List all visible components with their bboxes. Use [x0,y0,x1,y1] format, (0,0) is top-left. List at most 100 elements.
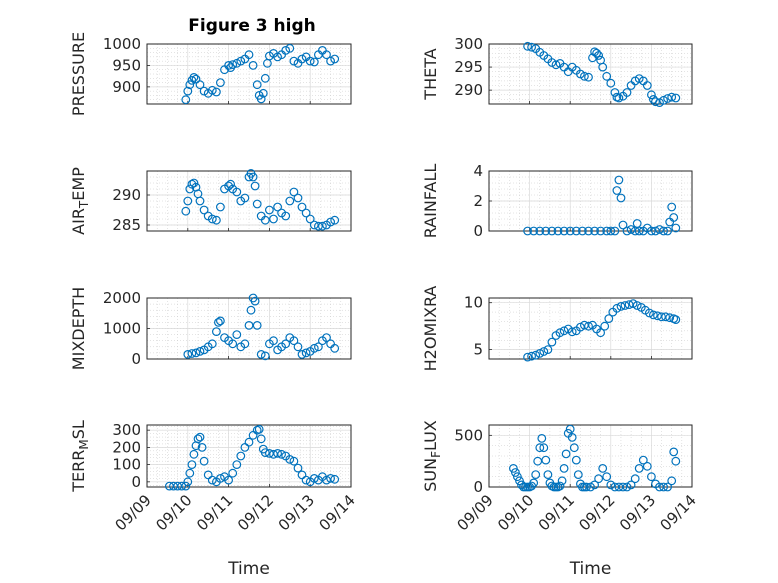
y-axis-label: PRESSURE [69,32,88,116]
chart-mixdepth: 0 1000 2000 MIXDEPTH [69,287,352,370]
data-point [669,213,679,222]
data-point [659,226,668,236]
data-point [191,348,201,358]
data-point [246,305,256,315]
data-point [600,321,610,331]
data-point [582,482,591,492]
data-point [293,342,303,352]
data-point [529,478,539,488]
data-point [305,56,315,66]
chart-terr_msl: 0100200300TERRMSL09/0909/1009/1109/1209/… [69,420,359,579]
data-point [569,443,579,453]
x-tick-label: 09/13 [275,491,318,534]
data-point [244,437,254,447]
data-point [215,202,225,212]
data-point [224,475,234,485]
data-point [181,95,191,105]
data-point [195,196,205,206]
data-point [513,472,522,482]
data-point [571,226,581,236]
data-point [659,482,668,492]
y-tick-label: 0 [473,222,483,240]
x-tick-label: 09/12 [234,491,277,534]
x-axis-label: Time [569,559,612,579]
data-point [273,449,283,458]
data-point [269,336,278,346]
data-point [244,321,254,330]
data-point [248,61,258,70]
y-tick-label: 200 [112,438,141,456]
data-point [250,181,260,191]
data-point [326,217,336,227]
data-point [565,226,575,236]
y-tick-label: 1000 [103,35,141,53]
y-tick-label: 290 [112,186,141,204]
x-tick-label: 09/10 [494,491,537,534]
data-point [647,472,656,482]
data-point [177,481,187,491]
data-point [602,226,612,236]
data-point [647,226,656,236]
data-point [667,202,677,212]
axes-border [488,297,693,360]
data-point [181,481,191,491]
data-point [164,481,174,491]
data-point [260,215,270,225]
data-point [543,345,553,355]
axes-border [488,43,693,105]
data-point [207,475,217,485]
data-point [289,456,299,466]
data-point [642,461,652,471]
data-point [211,87,221,97]
data-point [653,311,662,321]
data-point [213,318,223,327]
data-point [258,88,268,98]
data-point [594,474,603,484]
data-point [606,226,616,236]
figure-title: Figure 3 high [188,16,316,36]
data-point [330,54,340,64]
data-point [260,351,270,361]
y-tick-label: 100 [112,456,141,474]
chart-theta: 290 295 300 THETA [421,35,693,107]
data-point [215,474,225,483]
axes-border [146,43,352,105]
chart-air_temp: 285 290 AIRTEMP [69,167,352,235]
data-point [523,41,532,51]
data-point [309,220,319,230]
data-point [533,456,543,466]
data-point [281,46,291,55]
data-point [301,348,311,358]
data-point [555,481,565,491]
data-point [541,455,551,465]
data-point [671,315,681,325]
data-point [183,477,193,487]
axes-border [146,170,352,232]
data-point [578,226,587,236]
axes-border [146,424,352,488]
data-point [293,463,303,473]
data-point [626,225,636,234]
data-point [547,337,557,347]
y-axis-label: RAINFALL [421,164,440,239]
data-point [535,349,545,358]
data-point [553,226,563,236]
data-point [616,193,626,203]
y-tick-label: 0 [131,473,141,491]
data-point [667,476,677,486]
x-tick-label: 09/09 [112,491,155,534]
data-point [260,73,270,83]
data-point [228,468,238,478]
data-point [236,56,246,66]
x-tick-label: 09/10 [152,491,195,534]
data-point [236,451,246,461]
data-point [297,202,307,212]
data-point [628,299,638,309]
data-point [297,54,307,64]
data-point [330,474,340,484]
data-point [199,86,209,96]
data-point [281,211,291,221]
data-point [224,61,234,70]
data-point [240,193,250,203]
data-point [580,71,589,81]
